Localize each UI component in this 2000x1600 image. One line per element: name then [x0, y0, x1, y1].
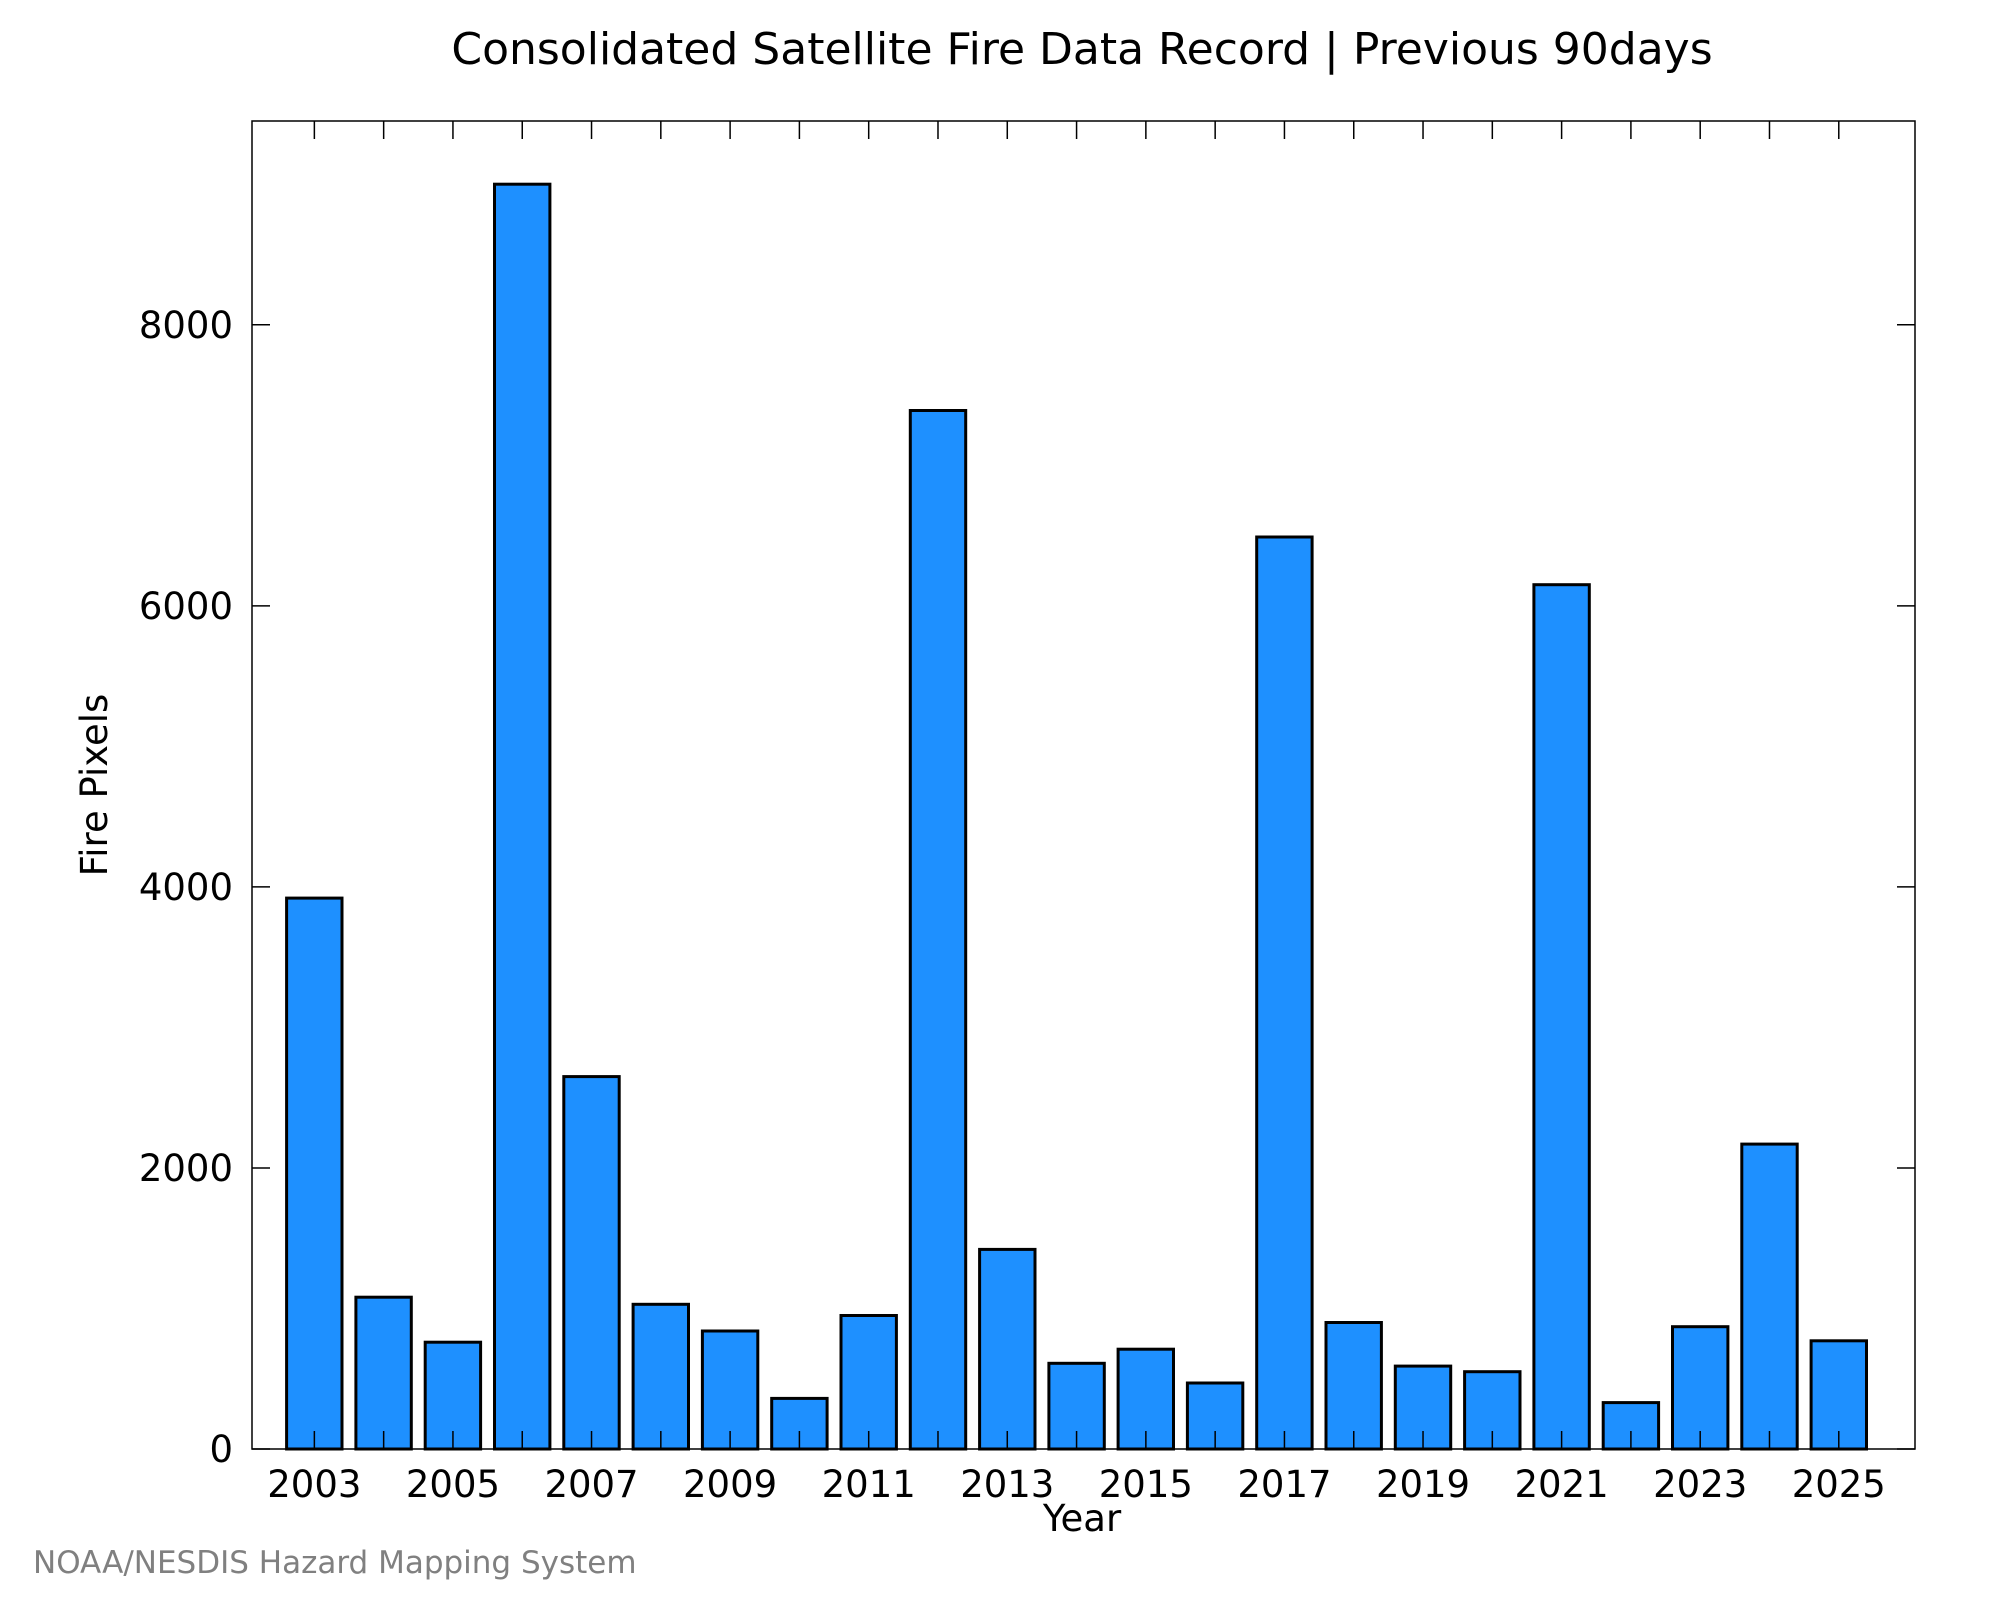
plot-frame [251, 120, 1916, 1450]
y-tick-label-2000: 2000 [139, 1147, 233, 1190]
y-tick-label-0: 0 [209, 1428, 233, 1471]
x-tick-label-2015: 2015 [1099, 1463, 1193, 1506]
bar-2025 [1809, 1339, 1868, 1451]
bars-group [285, 182, 1868, 1451]
credit-text: NOAA/NESDIS Hazard Mapping System [33, 1545, 637, 1581]
x-tick-label-2013: 2013 [960, 1463, 1054, 1506]
bar-2011 [839, 1314, 898, 1451]
x-tick-label-2009: 2009 [683, 1463, 777, 1506]
ticks-group: 2003 2005 2007 2009 2011 2013 2015 2017 2019 2021… [139, 121, 1915, 1506]
bar-2006 [493, 182, 552, 1451]
x-axis-label: Year [1042, 1497, 1122, 1540]
y-tick-label-8000: 8000 [139, 304, 233, 347]
y-axis-label: Fire Pixels [73, 694, 116, 877]
bar-2017 [1255, 535, 1314, 1451]
bar-2003 [285, 896, 344, 1451]
bar-2013 [978, 1247, 1037, 1451]
chart-title: Consolidated Satellite Fire Data Record … [451, 24, 1712, 75]
x-tick-label-2017: 2017 [1237, 1463, 1331, 1506]
y-tick-label-6000: 6000 [139, 585, 233, 628]
x-tick-label-2007: 2007 [544, 1463, 638, 1506]
x-tick-label-2005: 2005 [406, 1463, 500, 1506]
x-tick-label-2019: 2019 [1376, 1463, 1470, 1506]
bar-2021 [1532, 583, 1591, 1451]
x-tick-label-2003: 2003 [267, 1463, 361, 1506]
y-tick-label-4000: 4000 [139, 866, 233, 909]
x-tick-label-2023: 2023 [1653, 1463, 1747, 1506]
bar-2008 [631, 1302, 690, 1451]
bar-2004 [354, 1295, 413, 1451]
x-tick-label-2025: 2025 [1792, 1463, 1886, 1506]
bar-2024 [1740, 1142, 1799, 1451]
bar-2023 [1671, 1325, 1730, 1451]
bar-2007 [562, 1075, 621, 1451]
x-tick-label-2011: 2011 [822, 1463, 916, 1506]
bar-2018 [1324, 1321, 1383, 1451]
bar-2012 [908, 409, 968, 1451]
x-tick-label-2021: 2021 [1515, 1463, 1609, 1506]
